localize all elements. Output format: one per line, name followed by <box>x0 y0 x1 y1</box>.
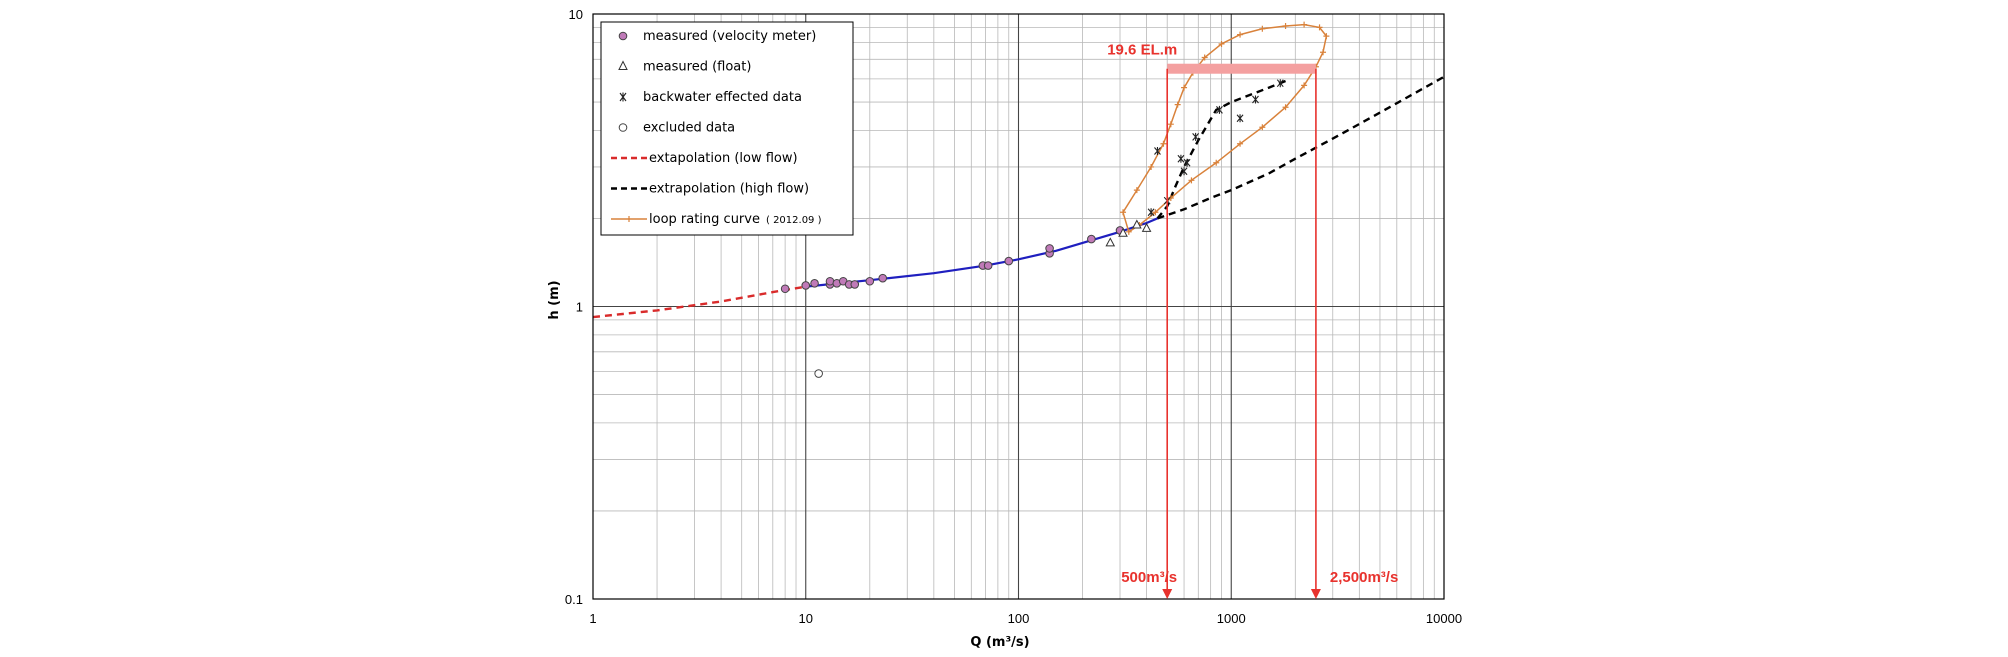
legend-label-low-flow: extapolation (low flow) <box>649 151 798 166</box>
y-tick-label: 0.1 <box>565 592 583 607</box>
velocity-meter-point <box>983 261 993 270</box>
backwater-point <box>1154 147 1161 156</box>
backwater-point <box>1252 95 1259 104</box>
backwater-point <box>1276 79 1284 88</box>
legend-backwater-symbol <box>619 92 627 102</box>
legend-label-loop: loop rating curve( 2012.09 ) <box>649 212 822 227</box>
loop-rating-point <box>1237 140 1244 147</box>
loop-rating-point <box>1148 163 1155 170</box>
water-level-band <box>1167 63 1316 74</box>
loop-rating-point <box>1125 228 1132 235</box>
q-low-marker-arrow <box>1162 589 1173 599</box>
q-low-label: 500m³/s <box>1121 569 1177 586</box>
loop-rating-point <box>1133 187 1140 194</box>
legend-label-high-flow: extrapolation (high flow) <box>649 182 809 197</box>
loop-rating-point <box>1259 124 1266 131</box>
x-tick-label: 1 <box>589 611 596 626</box>
loop-rating-point <box>1237 31 1244 38</box>
legend: measured (velocity meter) measured (float… <box>600 21 854 236</box>
y-tick-label: 10 <box>569 7 583 22</box>
backwater-point <box>1177 154 1185 163</box>
velocity-meter-point <box>810 279 819 288</box>
velocity-meter-point <box>801 281 811 290</box>
tick-labels: 1 10 100 1000 10000 0.1 1 10 <box>565 7 1462 626</box>
loop-rating-point <box>1218 40 1225 47</box>
float-point <box>1132 219 1142 229</box>
loop-rating-point <box>1152 209 1159 216</box>
loop-rating-point <box>1160 140 1167 147</box>
legend-float-symbol <box>618 60 628 70</box>
velocity-meter-point <box>1004 256 1014 266</box>
velocity-meter-point <box>1087 234 1096 244</box>
loop-rating-point <box>1188 177 1195 184</box>
backwater-point <box>1180 167 1188 176</box>
loop-rating-point <box>1120 209 1127 216</box>
loop-rating-point <box>1259 25 1266 32</box>
velocity-meter-point <box>878 273 888 283</box>
loop-rating-point <box>1201 54 1208 61</box>
rating-curve-line <box>805 217 1158 288</box>
float-point <box>1141 222 1152 232</box>
low-flow-extrapolation-line <box>593 285 806 319</box>
legend-excluded-symbol <box>618 123 628 132</box>
loop-rating-point <box>1323 33 1330 40</box>
loop-rating-point <box>1282 22 1289 29</box>
backwater-point <box>1216 105 1223 114</box>
annotations: 19.6 EL.m 500m³/s 2,500m³/s <box>1107 42 1398 599</box>
legend-velocity-symbol <box>618 31 628 41</box>
x-tick-label: 1000 <box>1217 611 1246 626</box>
legend-box <box>600 21 854 236</box>
loop-rating-point <box>1213 159 1220 166</box>
backwater-point <box>1183 158 1191 167</box>
loop-rating-point <box>1282 104 1289 111</box>
q-high-marker-arrow <box>1310 589 1321 599</box>
plot-frame <box>592 13 1445 600</box>
float-point <box>1118 227 1128 237</box>
x-tick-label: 10 <box>799 611 813 626</box>
x-axis-label: Q (m³/s) <box>970 635 1029 650</box>
legend-label-backwater: backwater effected data <box>643 90 802 105</box>
loop-rating-point <box>1167 121 1174 128</box>
x-tick-label: 10000 <box>1426 611 1462 626</box>
backwater-point <box>1236 114 1244 123</box>
high-flow-extrapolation-line <box>1157 75 1444 220</box>
loop-rating-point <box>1301 82 1308 89</box>
velocity-meter-point <box>1045 244 1054 253</box>
legend-label-velocity: measured (velocity meter) <box>643 29 816 44</box>
loop-rating-point <box>1320 49 1327 56</box>
x-tick-label: 100 <box>1008 611 1030 626</box>
water-level-label: 19.6 EL.m <box>1107 42 1177 59</box>
velocity-meter-point <box>865 276 875 286</box>
legend-loop-date: ( 2012.09 ) <box>766 215 822 226</box>
y-tick-label: 1 <box>576 300 583 315</box>
y-axis-label: h (m) <box>547 280 562 319</box>
q-high-label: 2,500m³/s <box>1330 569 1398 586</box>
loop-rating-point <box>1301 21 1308 28</box>
excluded-point <box>814 369 823 378</box>
backwater-point <box>1192 132 1200 141</box>
loop-rating-point <box>1181 84 1188 91</box>
float-point <box>1105 237 1116 247</box>
velocity-meter-point <box>780 284 790 294</box>
legend-label-excluded: excluded data <box>643 121 735 136</box>
loop-rating-point <box>1174 101 1181 108</box>
velocity-meter-point <box>850 280 860 289</box>
series-layer <box>593 21 1444 378</box>
loop-rating-point <box>1316 24 1323 31</box>
backwater-point <box>1147 208 1155 217</box>
legend-label-float: measured (float) <box>643 60 751 75</box>
